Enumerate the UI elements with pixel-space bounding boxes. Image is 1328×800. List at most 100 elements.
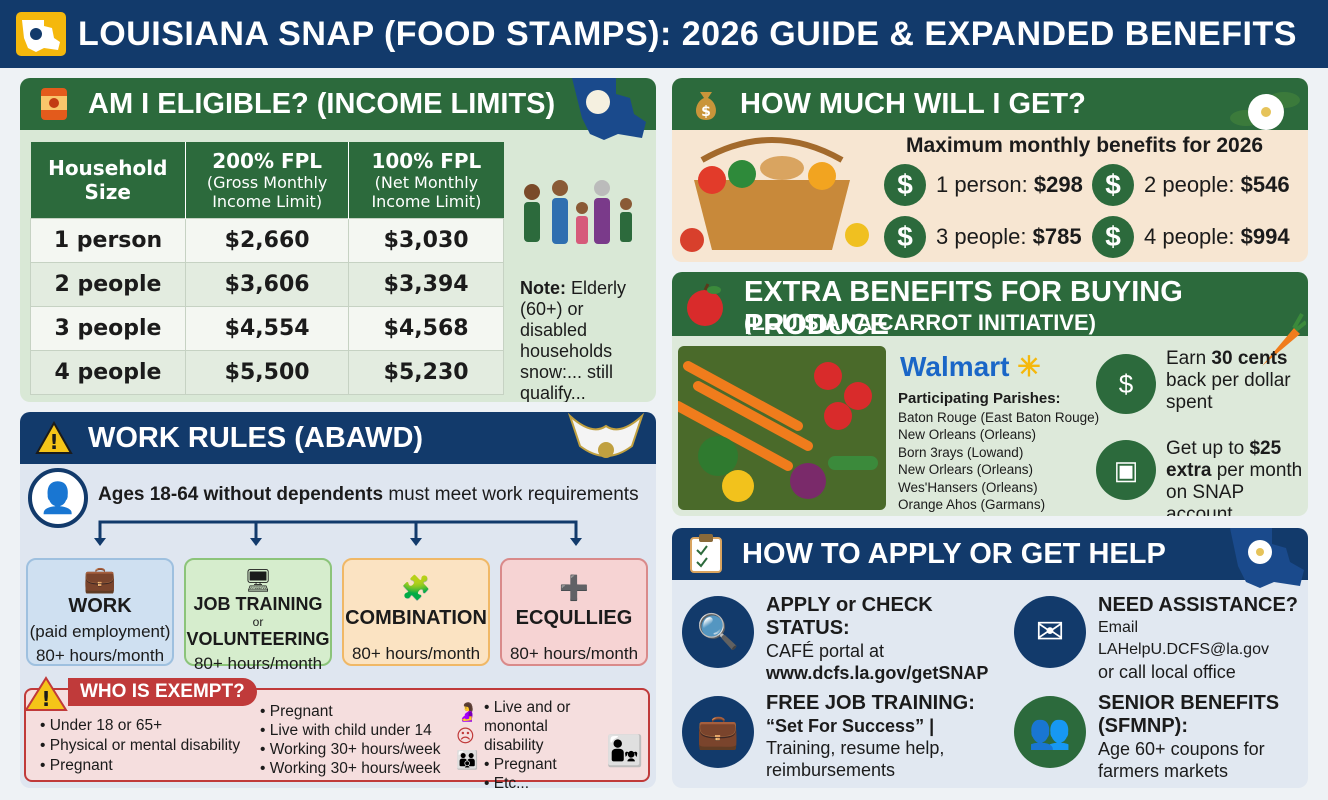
carrot-icon [1262,313,1306,366]
group-icon: 👥 [1014,696,1086,768]
worker-icon: 👤 [28,468,88,528]
list-item: Baton Rouge (East Baton Rouge) [898,410,1100,425]
list-item: • Live with child under 14 [260,722,432,739]
training-item: FREE JOB TRAINING: “Set For Success” | T… [766,692,975,780]
income-limits-table: Household Size 200% FPL (Gross Monthly In… [30,142,504,395]
list-item: • Working 30+ hours/week [260,760,441,777]
list-item: • Live and or monontal disability [484,699,571,754]
volunteer-icon: ➕ [559,575,589,602]
can-icon [34,84,74,124]
walmart-logo: Walmart ✳ [900,351,1041,382]
list-item: New Orleans (Orleans) [898,427,1037,443]
benefits-title-bar: $ HOW MUCH WILL I GET? [672,78,1308,130]
produce-subtitle: (LOUISIANA CARROT INITIATIVE) [744,310,1096,335]
table-cell: $5,500 [184,349,350,395]
page-header: LOUISIANA SNAP (FOOD STAMPS): 2026 GUIDE… [0,0,1328,68]
combination-icon: 🧩 [401,575,431,602]
training-icon: 🖥 [244,568,272,593]
work-option-card: 🖥 JOB TRAINING or VOLUNTEERING 80+ hours… [184,558,332,673]
list-item: • Under 18 or 65+ [40,717,163,734]
eligibility-panel: AM I ELIGIBLE? (INCOME LIMITS) Household… [20,78,656,402]
page-title: LOUISIANA SNAP (FOOD STAMPS): 2026 GUIDE… [78,14,1297,53]
table-row: 1 person $2,660 $3,030 [30,217,504,263]
briefcase-icon: 💼 [83,564,117,594]
help-email-link[interactable]: Email LAHelpU.DCFS@la.gov [1098,619,1269,658]
dollar-icon: $ [884,164,926,206]
exempt-warning-icon: ! [24,676,68,712]
work-intro: Ages 18-64 without dependents must meet … [98,484,639,505]
senior-item: SENIOR BENEFITS (SFMNP): Age 60+ coupons… [1098,692,1280,781]
table-row: 4 people $5,500 $5,230 [30,349,504,395]
briefcase-circle-icon: 💼 [682,696,754,768]
exempt-box: ! WHO IS EXEMPT? • Under 18 or 65+ • Phy… [24,676,650,788]
family-walking-icon: 👨‍👧 [606,735,644,768]
produce-title: EXTRA BENEFITS FOR BUYING PRODUCE [744,276,1183,341]
benefits-subtitle: Maximum monthly benefits for 2026 [906,134,1264,157]
magnolia-flower-icon [1230,92,1300,130]
list-item: • Pregnant [260,703,333,720]
warning-icon: ! [34,418,74,458]
louisiana-state-icon [16,12,66,56]
parishes-list: Baton Rouge (East Baton Rouge) New Orlea… [898,409,1099,513]
table-cell: 3 people [30,305,186,351]
apple-icon [682,282,728,333]
snap-portal-link[interactable]: www.dcfs.la.gov/getSNAP [766,663,989,683]
column-household-size: Household Size [30,142,186,218]
benefits-title: HOW MUCH WILL I GET? [740,87,1086,120]
dollar-icon: $ [884,216,926,258]
fresh-vegetables-image [678,346,886,510]
table-cell: $5,230 [348,349,504,395]
work-title: WORK RULES (ABAWD) [88,421,424,454]
column-100-fpl: 100% FPL (Net Monthly Income Limit) [348,142,504,218]
benefit-item: $ 4 people: $994 [1092,216,1290,258]
parishes-title: Participating Parishes: [898,390,1061,407]
dollar-icon: $ [1092,164,1134,206]
table-cell: 4 people [30,349,186,395]
benefit-item: $ 3 people: $785 [884,216,1082,258]
list-item: • Physical or mental disability [40,737,241,754]
svg-text:!: ! [49,430,58,454]
table-cell: 1 person [30,217,186,263]
work-option-card: 💼 WORK (paid employment) 80+ hours/month [26,558,174,666]
table-row: 2 people $3,606 $3,394 [30,261,504,307]
table-cell: 2 people [30,261,186,307]
coin-hand-icon: $ [1096,354,1156,414]
list-item: Born 3rays (Lowand) [898,444,1024,460]
list-item: • Working 30+ hours/week [260,741,441,758]
apply-title: HOW TO APPLY OR GET HELP [742,537,1166,570]
list-item: • Etc... [484,775,530,788]
cashback-perk: Earn 30 cents back per dollar spent [1166,348,1291,413]
eligibility-title-bar: AM I ELIGIBLE? (INCOME LIMITS) [20,78,656,130]
branch-arrows [94,520,582,546]
monthly-extra-perk: Get up to $25 extra per month on SNAP ac… [1166,438,1303,516]
eligibility-title: AM I ELIGIBLE? (INCOME LIMITS) [88,87,556,120]
list-item: Wes'Hansers (Orleans) [898,479,1038,495]
list-item: • Pregnant [484,756,557,773]
apply-item: APPLY or CHECK STATUS: CAFÉ portal at ww… [766,594,1006,684]
mail-icon: ✉ [1014,596,1086,668]
list-item: New Orlears (Orleans) [898,462,1034,478]
work-option-card: 🧩 COMBINATION 80+ hours/month [342,558,490,666]
louisiana-map-icon [572,78,646,140]
note-label: Note: [520,278,566,298]
work-rules-panel: ! WORK RULES (ABAWD) 👤 Ages 18-64 withou… [20,412,656,788]
document-search-icon: 🔍 [682,596,754,668]
eligibility-note: Note: Elderly (60+) or disabled househol… [520,278,654,402]
money-bag-icon: $ [686,84,726,124]
table-row: 3 people $4,554 $4,568 [30,305,504,351]
pelican-seal-icon [567,412,645,458]
assistance-item: NEED ASSISTANCE? Email LAHelpU.DCFS@la.g… [1098,594,1304,683]
svg-text:$: $ [701,104,711,120]
svg-text:!: ! [41,687,50,711]
benefit-item: $ 2 people: $546 [1092,164,1290,206]
produce-title-bar: EXTRA BENEFITS FOR BUYING PRODUCE (LOUIS… [672,272,1308,341]
exempt-list-3: • Live and or monontal disability • Preg… [484,698,604,788]
exempt-list-2: • Pregnant • Live with child under 14 • … [260,702,440,778]
exempt-list-1: • Under 18 or 65+ • Physical or mental d… [40,716,240,776]
table-cell: $3,394 [348,261,504,307]
table-cell: $4,554 [184,305,350,351]
produce-benefits-panel: EXTRA BENEFITS FOR BUYING PRODUCE (LOUIS… [672,272,1308,516]
list-item: Orange Ahos (Garmans) [898,497,1046,513]
ebt-card-icon: ▣ [1096,440,1156,500]
benefits-panel: $ HOW MUCH WILL I GET? Maximum monthly b… [672,78,1308,262]
